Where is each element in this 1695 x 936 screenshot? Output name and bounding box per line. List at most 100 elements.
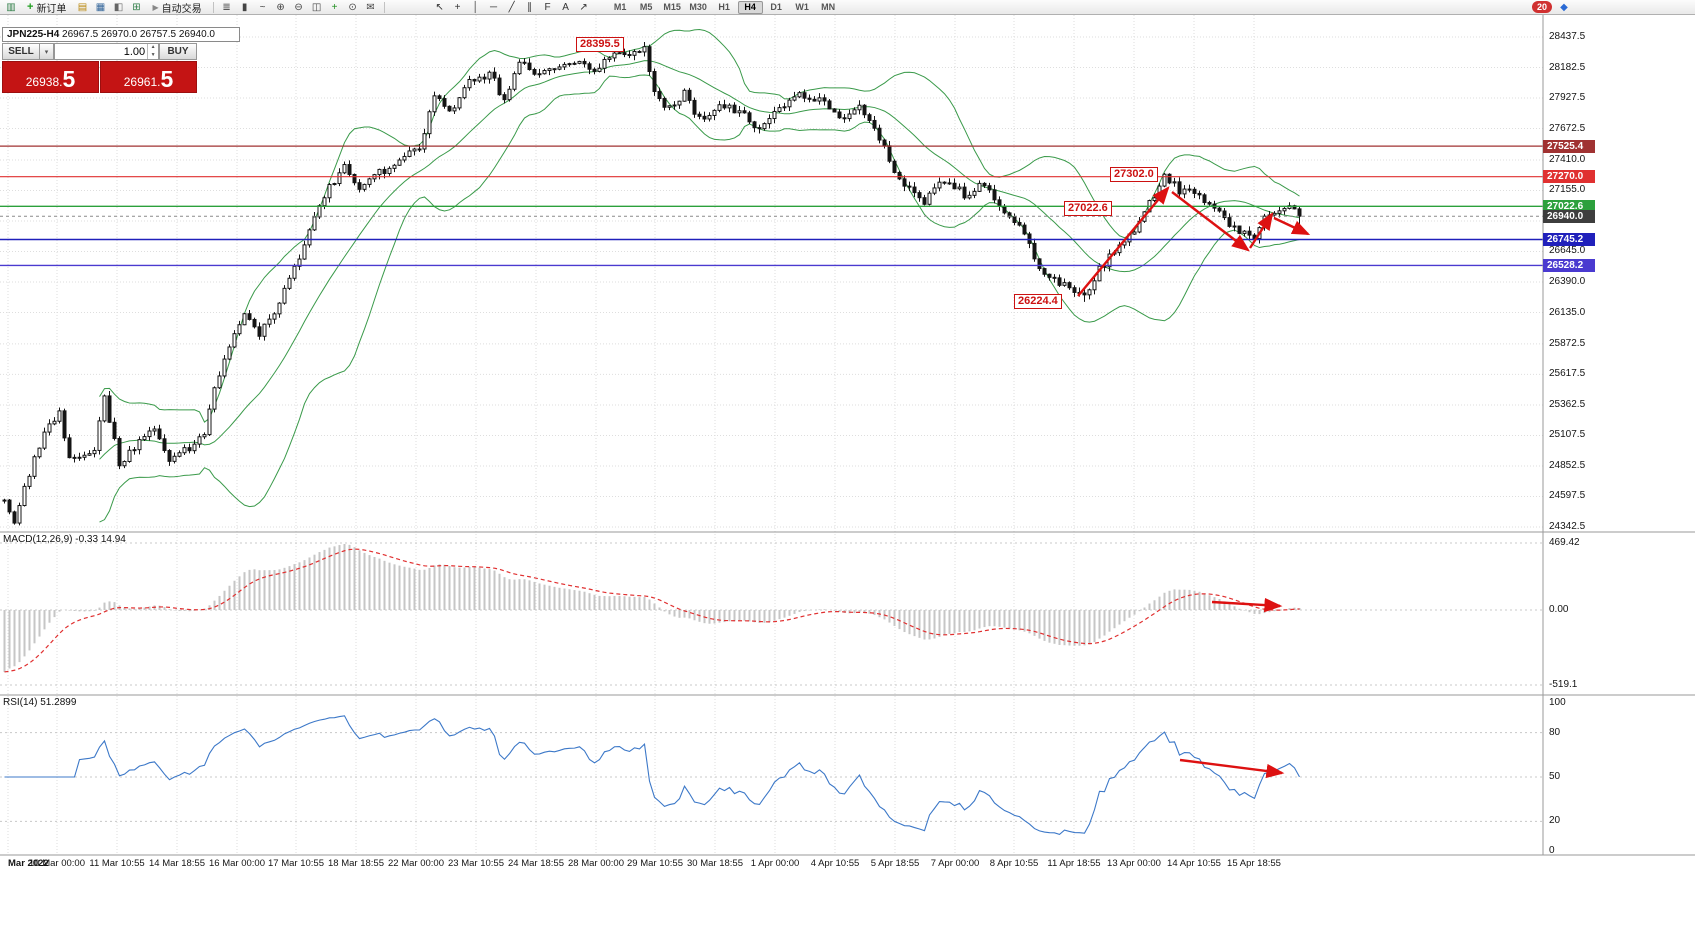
indicators-add-icon[interactable]: + [331, 1, 338, 13]
spin-down-icon[interactable]: ▼ [150, 51, 156, 58]
chart-title-bar: JPN225-H4 26967.5 26970.0 26757.5 26940.… [2, 27, 240, 42]
price-tag: 26528.2 [1543, 258, 1595, 272]
price-axis-label: 26645.0 [1549, 245, 1586, 257]
time-axis-label: Mar 2022 [8, 858, 49, 869]
volume-dropdown-icon[interactable]: ▾ [40, 43, 54, 60]
volume-input[interactable] [55, 44, 148, 59]
price-tag: 27022.6 [1543, 199, 1595, 213]
bollinger-bands [99, 28, 1300, 523]
panel-frames [0, 15, 1695, 856]
time-axis-label: 22 Mar 00:00 [388, 858, 444, 869]
sell-button[interactable]: SELL [2, 43, 40, 60]
profiles-icon[interactable]: ▤ [77, 1, 88, 13]
price-tag: 27270.0 [1543, 170, 1595, 184]
rsi-axis-label: 0 [1549, 845, 1555, 856]
tile-windows-icon[interactable]: ◫ [311, 1, 322, 13]
price-axis: 28437.5 28182.5 27927.5 27672.5 27410.0 27155… [1543, 0, 1695, 936]
timeframe-m5[interactable]: M5 [634, 1, 659, 14]
time-axis-label: 16 Mar 00:00 [209, 858, 265, 869]
price-axis-label: 27410.0 [1549, 153, 1586, 165]
price-tag: 27525.4 [1543, 139, 1595, 153]
price-axis-label: 27927.5 [1549, 92, 1586, 104]
macd-axis-label: 0.00 [1549, 604, 1569, 615]
timeframe-d1[interactable]: D1 [764, 1, 789, 14]
crosshair-icon[interactable]: + [454, 1, 461, 13]
arrows-tool-icon[interactable]: ↗ [579, 1, 588, 13]
time-axis-label: 11 Apr 18:55 [1047, 858, 1101, 869]
channel-icon[interactable]: ∥ [527, 1, 533, 13]
price-axis-label: 26390.0 [1549, 276, 1586, 287]
news-badge[interactable]: 20 [1531, 1, 1552, 13]
rsi-axis-label: 50 [1549, 771, 1561, 782]
price-axis-label: 24852.5 [1549, 459, 1586, 471]
fibonacci-icon[interactable]: F [544, 1, 551, 13]
time-axis-label: 24 Mar 18:55 [508, 858, 564, 869]
market-watch-icon[interactable]: ▦ [95, 1, 106, 13]
zoom-out-icon[interactable]: ⊖ [294, 1, 303, 13]
autotrading-label: 自动交易 [161, 3, 202, 15]
timeframe-m30[interactable]: M30 [686, 1, 711, 14]
toolbar-separator [383, 1, 385, 13]
trade-prices-row: 26938. 5 26961. 5 [2, 61, 197, 93]
line-chart-icon[interactable]: ~ [259, 1, 266, 13]
new-order-button[interactable]: + 新订单 [21, 1, 72, 15]
macd-axis-label: 469.42 [1549, 537, 1580, 548]
price-axis-label: 25872.5 [1549, 337, 1586, 349]
sell-price[interactable]: 26938. 5 [2, 61, 99, 93]
data-window-icon[interactable]: ◧ [113, 1, 124, 13]
timeframe-bar: M1 M5 M15 M30 H1 H4 D1 W1 MN [608, 0, 841, 14]
toolbar-separator [212, 1, 214, 13]
time-axis-label: 30 Mar 18:55 [687, 858, 743, 869]
zoom-in-icon[interactable]: ⊕ [276, 1, 285, 13]
price-axis-label: 27672.5 [1549, 122, 1586, 134]
timeframe-h1[interactable]: H1 [712, 1, 737, 14]
toolbar: ▥ + 新订单 ▤ ▦ ◧ ⊞ ▶ 自动交易 ≣ ▮ ~ ⊕ ⊖ ◫ + ⊙ ✉ ↖ + │ ─ ╱ ∥ F A ↗ M1 M5 M15 M… [0, 0, 1695, 15]
price-annotation[interactable]: 27302.0 [1110, 167, 1158, 182]
macd-panel [0, 542, 1543, 686]
time-axis-label: 29 Mar 10:55 [627, 858, 683, 869]
navigator-icon[interactable]: ⊞ [132, 1, 141, 13]
time-axis-label: 13 Apr 00:00 [1107, 858, 1161, 869]
price-axis-label: 24342.5 [1549, 521, 1586, 532]
rsi-panel [0, 715, 1543, 836]
templates-icon[interactable]: ✉ [366, 1, 375, 13]
timeframe-mn[interactable]: MN [816, 1, 841, 14]
timeframe-h4[interactable]: H4 [737, 0, 763, 14]
candlestick-chart-icon[interactable]: ▮ [241, 1, 248, 13]
time-axis-label: 18 Mar 18:55 [328, 858, 384, 869]
trend-arrows[interactable] [1077, 186, 1311, 779]
volume-spinner[interactable]: ▲ ▼ [147, 44, 158, 59]
cursor-icon[interactable]: ↖ [435, 1, 444, 13]
timeframe-m1[interactable]: M1 [608, 1, 633, 14]
level-lines[interactable] [0, 145, 1543, 267]
horizontal-line-icon[interactable]: ─ [490, 1, 498, 13]
time-axis-label: 28 Mar 00:00 [568, 858, 624, 869]
buy-button[interactable]: BUY [159, 43, 197, 60]
rsi-axis-label: 100 [1549, 697, 1566, 708]
new-chart-icon[interactable]: ▥ [6, 1, 16, 13]
timeframe-w1[interactable]: W1 [790, 1, 815, 14]
vertical-line-icon[interactable]: │ [472, 1, 479, 13]
timeframe-m15[interactable]: M15 [660, 1, 685, 14]
price-annotation[interactable]: 27022.6 [1064, 201, 1112, 216]
community-icon[interactable]: ◆ [1560, 1, 1568, 13]
price-axis-label: 25617.5 [1549, 368, 1586, 380]
spin-up-icon[interactable]: ▲ [150, 44, 156, 50]
time-axis: Mar 2022 10 Mar 00:00 11 Mar 10:55 14 Mar 1… [0, 858, 1543, 872]
price-axis-label: 24597.5 [1549, 490, 1586, 502]
time-axis-label: 14 Apr 10:55 [1167, 858, 1221, 869]
price-annotation[interactable]: 26224.4 [1014, 294, 1062, 309]
buy-price-big-digit: 5 [160, 66, 174, 92]
autotrading-button[interactable]: ▶ 自动交易 [146, 1, 207, 15]
time-axis-label: 11 Mar 10:55 [89, 858, 145, 869]
periods-icon[interactable]: ⊙ [348, 1, 357, 13]
play-icon: ▶ [152, 2, 159, 12]
trendline-icon[interactable]: ╱ [508, 1, 515, 13]
buy-price[interactable]: 26961. 5 [100, 61, 197, 93]
bars-chart-icon[interactable]: ≣ [222, 1, 231, 13]
price-annotation[interactable]: 28395.5 [576, 37, 624, 52]
text-label-icon[interactable]: A [562, 1, 569, 13]
